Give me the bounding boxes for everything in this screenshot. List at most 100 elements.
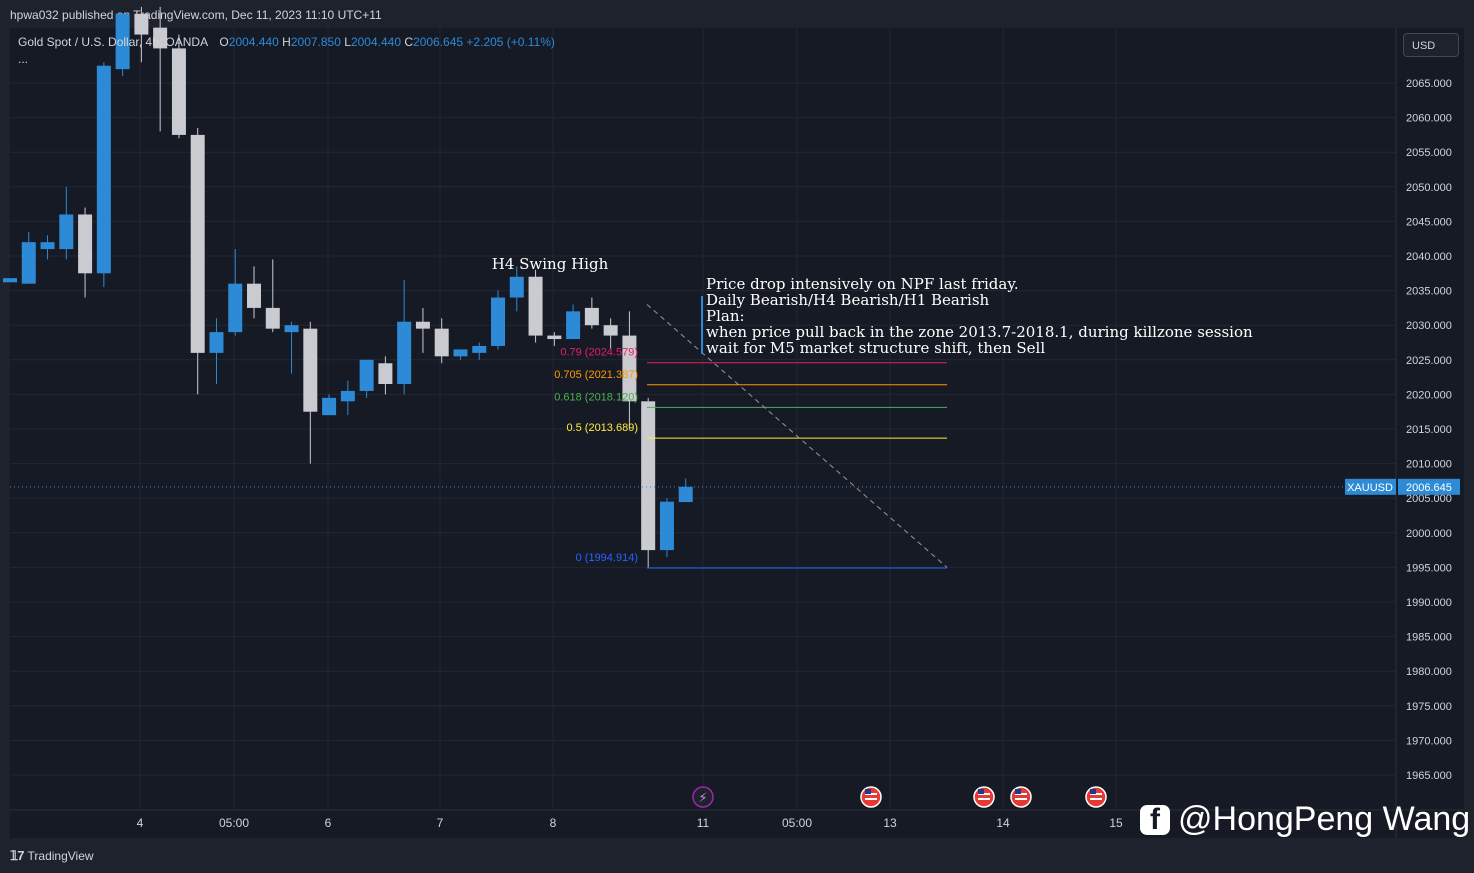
price-tick-label: 1985.000	[1406, 632, 1452, 644]
watermark-text: @HongPeng Wang	[1178, 800, 1471, 838]
publish-header: hpwa032 published on TradingView.com, De…	[0, 0, 1474, 28]
candle-body[interactable]	[547, 335, 562, 340]
candle-body[interactable]	[378, 363, 393, 385]
flag-stripe	[865, 798, 877, 800]
tv-logo-text: TradingView	[27, 849, 94, 863]
candle-body[interactable]	[115, 13, 130, 70]
swing-high-label[interactable]: H4 Swing High	[492, 255, 609, 273]
candle-body[interactable]	[247, 283, 262, 308]
candle-body[interactable]	[453, 349, 468, 357]
publish-info: hpwa032 published on TradingView.com, De…	[10, 8, 382, 22]
candle-body[interactable]	[322, 397, 337, 416]
candle-body[interactable]	[96, 65, 111, 274]
time-tick-label: 05:00	[219, 816, 249, 830]
symbol-tag-label: XAUUSD	[1347, 482, 1393, 494]
fib-level-label: 0.5 (2013.689)	[566, 422, 638, 434]
candle-body[interactable]	[622, 335, 637, 402]
price-tick-label: 1995.000	[1406, 562, 1452, 574]
lightning-glyph: ⚡	[698, 791, 707, 806]
candle-body[interactable]	[171, 48, 186, 135]
price-tick-label: 1980.000	[1406, 666, 1452, 678]
symbol-title[interactable]: Gold Spot / U.S. Dollar, 4h, OANDA	[18, 35, 209, 49]
candle-body[interactable]	[21, 242, 36, 284]
fib-level-label: 0.79 (2024.579)	[560, 347, 638, 359]
fib-level-label: 0.705 (2021.387)	[554, 369, 638, 381]
time-tick-label: 05:00	[782, 816, 812, 830]
candle-body[interactable]	[678, 486, 693, 503]
plan-note-line[interactable]: Daily Bearish/H4 Bearish/H1 Bearish	[706, 291, 990, 309]
time-tick-label: 13	[883, 816, 897, 830]
price-tick-label: 2055.000	[1406, 147, 1452, 159]
time-tick-label: 14	[996, 816, 1010, 830]
price-tick-label: 1965.000	[1406, 770, 1452, 782]
candle-body[interactable]	[659, 501, 674, 551]
candle-body[interactable]	[265, 307, 280, 329]
candle-body[interactable]	[3, 278, 17, 283]
price-tick-label: 1975.000	[1406, 701, 1452, 713]
candle-body[interactable]	[228, 283, 243, 333]
candle-body[interactable]	[566, 311, 581, 340]
time-tick-label: 15	[1109, 816, 1123, 830]
price-tick-label: 2020.000	[1406, 389, 1452, 401]
trend-line[interactable]	[646, 304, 948, 568]
flag-canton	[1015, 789, 1021, 794]
candle-body[interactable]	[434, 328, 449, 357]
plan-note-line[interactable]: Plan:	[706, 307, 745, 325]
candle-body[interactable]	[59, 214, 74, 250]
time-tick-label: 6	[325, 816, 332, 830]
candle-body[interactable]	[472, 345, 487, 353]
currency-button[interactable]: USD	[1403, 33, 1459, 57]
low-label: L	[344, 35, 351, 49]
tv-logo-icon: 𝟙7	[10, 848, 24, 863]
price-tick-label: 2050.000	[1406, 182, 1452, 194]
flag-stripe	[1015, 798, 1027, 800]
candle-body[interactable]	[584, 307, 599, 326]
candle-body[interactable]	[134, 13, 149, 35]
price-tick-label: 2010.000	[1406, 459, 1452, 471]
price-tick-label: 2065.000	[1406, 78, 1452, 90]
candle-body[interactable]	[509, 276, 524, 298]
candle-body[interactable]	[641, 401, 656, 551]
plan-note-line[interactable]: Price drop intensively on NPF last frida…	[706, 275, 1019, 293]
price-tick-label: 2035.000	[1406, 286, 1452, 298]
candle-body[interactable]	[40, 242, 55, 250]
candle-body[interactable]	[78, 214, 93, 274]
candle-body[interactable]	[284, 325, 299, 333]
high-value: 2007.850	[290, 35, 341, 49]
candle-body[interactable]	[397, 321, 412, 385]
candle-body[interactable]	[491, 297, 506, 346]
low-value: 2004.440	[350, 35, 401, 49]
high-label: H	[282, 35, 291, 49]
candle-body[interactable]	[303, 328, 318, 412]
candle-body[interactable]	[603, 325, 618, 336]
candle-body[interactable]	[153, 27, 168, 49]
flag-canton	[1090, 789, 1096, 794]
chart-pane[interactable]	[10, 28, 1464, 838]
flag-stripe	[1090, 798, 1102, 800]
open-label: O	[219, 35, 229, 49]
candle-body[interactable]	[415, 321, 430, 329]
candle-body[interactable]	[209, 332, 224, 353]
plan-note-line[interactable]: when price pull back in the zone 2013.7-…	[706, 323, 1253, 341]
price-tick-label: 2005.000	[1406, 493, 1452, 505]
candle-body[interactable]	[190, 134, 205, 353]
legend-more-button[interactable]: ...	[18, 52, 29, 66]
plan-note-line[interactable]: wait for M5 market structure shift, then…	[706, 339, 1045, 357]
time-tick-label: 4	[137, 816, 144, 830]
candle-body[interactable]	[528, 276, 543, 336]
price-tick-label: 2040.000	[1406, 251, 1452, 263]
price-tick-label: 1990.000	[1406, 597, 1452, 609]
price-tick-label: 2045.000	[1406, 216, 1452, 228]
lightning-event-icon[interactable]	[692, 786, 714, 808]
candle-body[interactable]	[359, 359, 374, 391]
facebook-icon: f	[1140, 804, 1170, 835]
price-tick-label: 2025.000	[1406, 355, 1452, 367]
symbol-tag-bg	[1345, 478, 1396, 495]
price-tick-label: 2060.000	[1406, 113, 1452, 125]
tradingview-logo[interactable]: 𝟙7 TradingView	[10, 848, 94, 864]
symbol-legend: Gold Spot / U.S. Dollar, 4h, OANDA O 2004…	[18, 35, 555, 49]
candle-body[interactable]	[340, 390, 355, 402]
fib-level-label: 0 (1994.914)	[576, 552, 638, 564]
price-tick-label: 2000.000	[1406, 528, 1452, 540]
